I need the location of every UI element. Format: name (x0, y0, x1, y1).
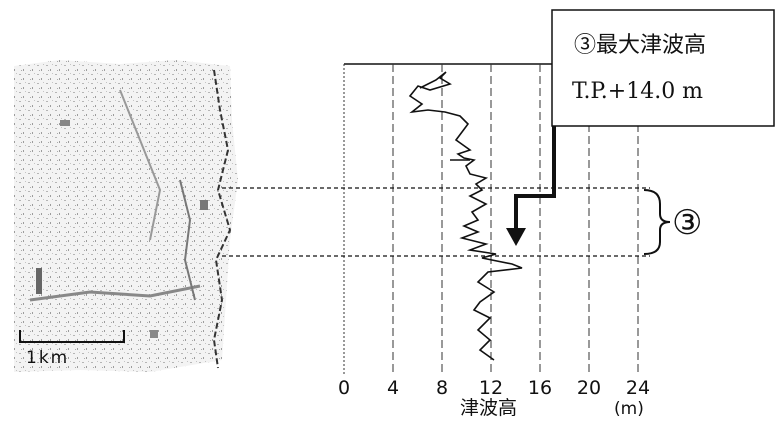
max-tsunami-callout: ③最大津波高 T.P.+14.0 m (506, 9, 775, 246)
x-axis-label: 津波高 (460, 397, 517, 419)
river-line (179, 179, 196, 301)
x-tick-labels: 0 4 8 12 16 20 24 (338, 377, 650, 399)
map-block (60, 120, 70, 126)
callout-value: T.P.+14.0 m (572, 79, 703, 104)
callout-box (551, 9, 775, 127)
x-tick-24: 24 (626, 377, 650, 399)
scale-label: 1km (26, 348, 69, 368)
road-line (29, 284, 201, 302)
band-brace (643, 189, 671, 255)
map-block (200, 200, 208, 210)
x-tick-0: 0 (338, 377, 350, 399)
road-line (119, 89, 162, 241)
x-tick-20: 20 (577, 377, 601, 399)
x-tick-4: 4 (387, 377, 399, 399)
aerial-map: 1km (14, 60, 238, 372)
scale-bar (19, 330, 125, 343)
tsunami-height-profile (408, 71, 523, 361)
map-block (150, 330, 158, 338)
callout-title: ③最大津波高 (574, 33, 706, 58)
x-tick-16: 16 (528, 377, 552, 399)
x-tick-12: 12 (479, 377, 503, 399)
map-block (36, 268, 42, 294)
x-axis-unit: (m) (614, 399, 644, 419)
zone-marker: ③ (672, 203, 702, 243)
pointer-arrowhead (506, 228, 526, 246)
x-tick-8: 8 (436, 377, 448, 399)
callout-pointer (514, 126, 556, 232)
coastline (212, 69, 232, 369)
